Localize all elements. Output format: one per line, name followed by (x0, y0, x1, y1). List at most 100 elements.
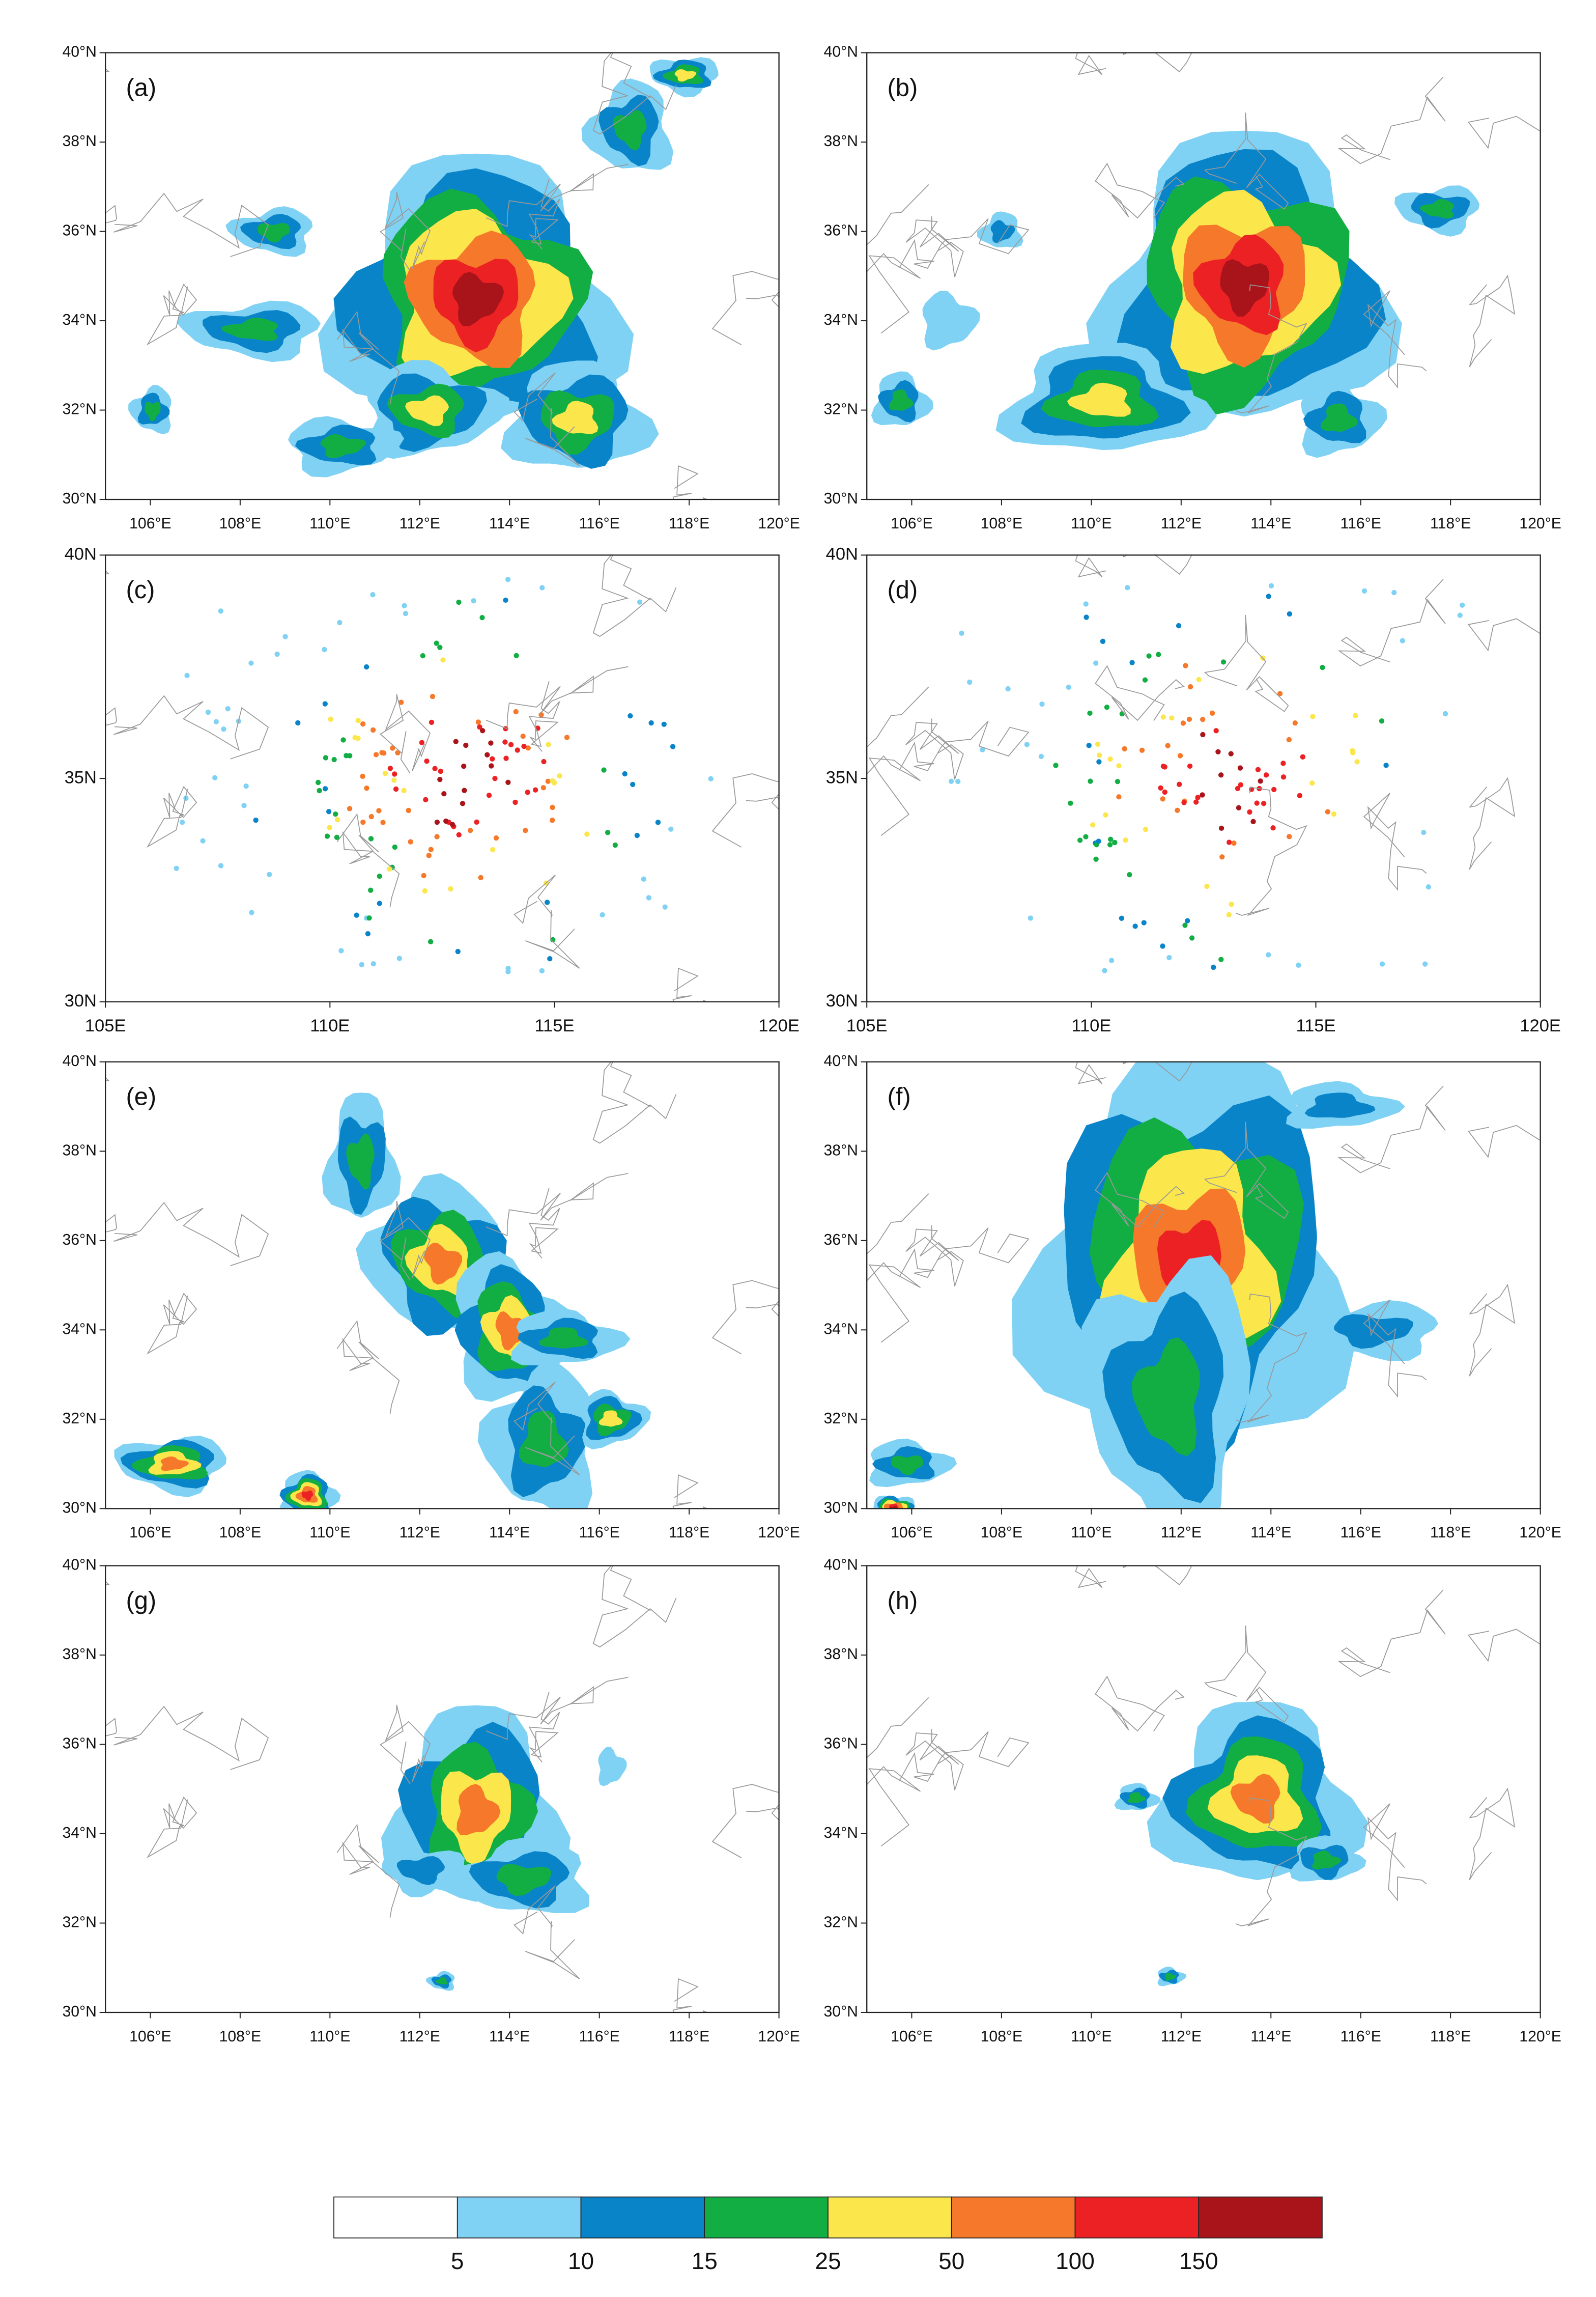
station-dot (538, 712, 544, 718)
station-dot (406, 807, 411, 814)
station-dot (1103, 812, 1108, 818)
map-content (105, 1565, 779, 2012)
station-dot (1141, 920, 1147, 926)
rain-contour (423, 1243, 463, 1285)
colorbar-label: 15 (692, 2248, 718, 2274)
boundary (592, 555, 677, 637)
rain-contour (889, 389, 914, 411)
lon-label: 120°E (758, 515, 800, 532)
panel-frame (866, 52, 1541, 500)
station-dot (503, 597, 508, 603)
station-dot (225, 706, 231, 712)
colorbar-label: 100 (1056, 2248, 1095, 2274)
station-dot (1287, 834, 1292, 839)
station-dot (1125, 585, 1130, 591)
station-dot (333, 811, 338, 817)
panel-label: (g) (126, 1587, 156, 1614)
station-dot (532, 787, 538, 793)
station-dot (486, 793, 492, 798)
station-dot (328, 716, 333, 722)
panel-frame (866, 1061, 1541, 1509)
station-dot (541, 759, 547, 765)
station-dot (489, 763, 494, 769)
station-dot (335, 817, 340, 823)
station-dot (601, 767, 607, 773)
station-dot (655, 820, 661, 825)
station-dot (324, 833, 330, 839)
boundary (113, 192, 269, 257)
station-dot (1350, 748, 1355, 753)
lon-label: 110E (310, 1016, 350, 1035)
station-dot (948, 778, 954, 784)
station-dot (366, 915, 372, 921)
station-dot (392, 771, 397, 777)
map-panel: (d) 105E 110E 115E 120E 30N 35N 40N (826, 545, 1561, 1035)
station-dot (253, 817, 259, 823)
boundary (899, 720, 1030, 771)
lat-label: 38°N (824, 1142, 858, 1159)
station-dot (360, 773, 365, 779)
station-dot (422, 888, 428, 894)
colorbar-segment (951, 2196, 1076, 2238)
station-dot (1195, 795, 1201, 800)
boundary (711, 773, 779, 848)
lon-label: 105E (85, 1016, 126, 1035)
station-dot (634, 832, 640, 838)
station-dot (1200, 716, 1206, 722)
boundary (1204, 1122, 1289, 1219)
boundary (1363, 290, 1427, 389)
boundary (514, 372, 580, 466)
map-panel: (b) 106°E 108°E 110°E 112°E 114°E 116°E 118°E 12… (743, 44, 1561, 532)
station-dot (1200, 732, 1206, 738)
map-panel: (e) 106°E 108°E 110°E 112°E 114°E 116°E 118°E 12… (62, 1053, 800, 1541)
map-panel: (h) 106°E 108°E 110°E 112°E 114°E 116°E 118°E 12… (824, 1556, 1561, 2045)
station-dot (1038, 753, 1044, 760)
lat-label: 30°N (62, 1499, 96, 1516)
station-dot (430, 693, 436, 699)
lon-label: 114°E (1250, 1524, 1291, 1541)
station-dot (1226, 912, 1232, 918)
station-dot (179, 819, 185, 825)
lat-label: 34°N (824, 1321, 858, 1337)
lon-label: 108°E (219, 515, 262, 532)
station-dot (368, 887, 374, 893)
station-dot (448, 886, 453, 892)
station-dot (668, 826, 674, 832)
station-dot (379, 750, 385, 755)
station-dot (428, 939, 434, 945)
station-dot (1084, 614, 1089, 620)
station-dot (1235, 786, 1241, 792)
station-dot (1400, 638, 1406, 643)
station-dot (564, 735, 570, 740)
boundary (743, 201, 867, 319)
station-dot (337, 620, 343, 626)
station-dot (550, 937, 556, 943)
boundary (486, 666, 629, 730)
station-dot (641, 876, 646, 882)
station-dot (1320, 664, 1325, 670)
lon-label: 106°E (891, 2028, 933, 2045)
station-dot (174, 865, 179, 871)
lon-label: 116°E (1341, 1524, 1381, 1541)
boundary (672, 465, 708, 500)
lon-label: 118°E (1430, 1524, 1471, 1541)
station-dot (1422, 961, 1428, 967)
rain-contour (891, 1455, 923, 1475)
lon-label: 116°E (1341, 515, 1381, 532)
station-dot (1237, 765, 1243, 771)
lat-label: 34°N (62, 1825, 96, 1841)
boundary (1467, 618, 1541, 652)
station-dot (393, 786, 399, 792)
station-dot (347, 806, 353, 811)
station-dot (646, 895, 652, 901)
station-dot (1068, 800, 1073, 806)
station-dot (1093, 856, 1099, 862)
station-dot (1162, 789, 1168, 795)
lat-label: 34°N (62, 1321, 96, 1337)
lon-label: 110°E (1071, 1524, 1112, 1541)
station-dot (1139, 747, 1145, 753)
station-dot (395, 750, 401, 755)
station-dot (980, 747, 985, 752)
panel-label: (h) (887, 1587, 918, 1614)
station-dot (218, 863, 224, 869)
